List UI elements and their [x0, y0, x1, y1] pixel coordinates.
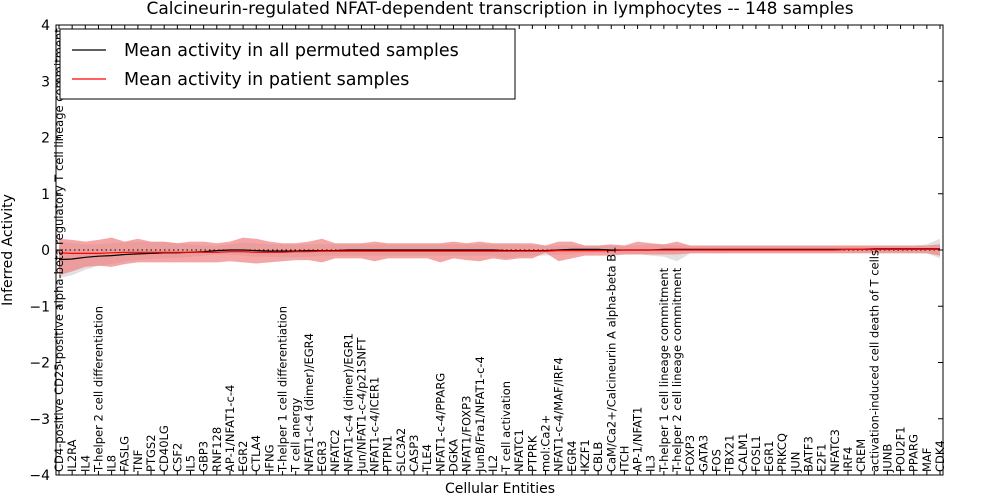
entity-label: CD4-positive CD25-positive alpha-beta re… [52, 28, 66, 472]
entity-label: TLE4 [420, 444, 434, 473]
entity-label: IL5 [184, 455, 198, 472]
entity-label: CD40LG [157, 425, 171, 472]
legend-label-patient: Mean activity in patient samples [124, 70, 409, 90]
entity-label: NFAT1-c-4 (dimer)/EGR1 [341, 333, 355, 472]
entity-label: CALM1 [736, 432, 750, 472]
entity-label: NFAT1/FOXP3 [460, 396, 474, 472]
entity-label: PPARG [907, 434, 921, 472]
entity-label: GBP3 [197, 441, 211, 472]
entity-label: IL2RA [65, 439, 79, 472]
y-tick-label: 1 [41, 187, 50, 203]
entity-label: GATA3 [696, 435, 710, 472]
patient-mean-line [58, 248, 940, 254]
entity-label: MAF [920, 448, 934, 472]
y-tick-label: −4 [29, 468, 50, 484]
entity-label: CBLB [591, 442, 605, 472]
entity-label: T cell anergy [289, 398, 303, 473]
entity-label: NFATC3 [828, 429, 842, 472]
entity-label: IFNG [262, 444, 276, 472]
entity-label: CASP3 [407, 435, 421, 472]
entity-label: EGR2 [236, 441, 250, 472]
entity-label: EGR1 [762, 441, 776, 473]
entity-label: PTPRK [525, 435, 539, 472]
y-tick-label: 3 [41, 74, 50, 90]
series-lines [58, 248, 940, 261]
entity-label: activation-induced cell death of T cells [867, 250, 881, 472]
entity-label: E2F1 [815, 444, 829, 473]
entity-label: PTPN1 [381, 435, 395, 472]
entity-label: POU2F1 [894, 426, 908, 472]
entity-label: T-helper 2 cell lineage commitment [670, 267, 684, 473]
y-tick-label: −2 [29, 356, 50, 372]
entity-label: FASLG [118, 436, 132, 472]
entity-label: CREM [854, 439, 868, 472]
entity-label: CaM/Ca2+/Calcineurin A alpha-beta B1 [604, 247, 618, 472]
entity-label: NFATC1 [512, 429, 526, 472]
entity-label: NFAT1-c-4/ICER1 [368, 377, 382, 472]
y-tick-label: 0 [41, 243, 50, 259]
entity-label: mol:Ca2+ [539, 415, 553, 472]
entity-label: IL2 [486, 455, 500, 472]
y-tick-label: 4 [41, 18, 50, 34]
entity-label: EGR4 [565, 440, 579, 472]
entity-label: T cell activation [499, 381, 513, 473]
entity-label: PRKCQ [775, 433, 789, 472]
entity-label: T-helper 1 cell lineage commitment [657, 267, 671, 473]
entity-label: NFAT1-c-4 (dimer)/EGR4 [302, 333, 316, 472]
entity-label: FOSL1 [749, 435, 763, 472]
entity-label: CDK4 [933, 440, 947, 472]
entity-label: NFATC2 [328, 429, 342, 472]
entity-label: Jun/NFAT1-c-4/p21SNFT [354, 337, 368, 473]
entity-label: T-helper 2 cell differentiation [91, 306, 105, 473]
entity-label: IL8 [105, 455, 119, 472]
patient-band [59, 237, 940, 276]
chart-title: Calcineurin-regulated NFAT-dependent tra… [146, 0, 853, 19]
entity-label: CSF2 [170, 443, 184, 472]
entity-label: T-helper 1 cell differentiation [276, 306, 290, 473]
entity-label: NFAT1-c-4/MAF/IRF4 [552, 357, 566, 472]
entity-label: FOXP3 [683, 435, 697, 472]
entity-label: IL3 [644, 455, 658, 472]
entity-label: TNF [131, 450, 145, 473]
entity-label: AP-1/NFAT1-c-4 [223, 385, 237, 472]
y-axis-ticks: −4 −3 −2 −1 0 1 2 3 4 [29, 18, 943, 484]
entity-label: FOS [710, 449, 724, 472]
entity-label: IKZF1 [578, 439, 592, 472]
entity-label: JUNB [880, 444, 894, 473]
entity-label: ITCH [617, 446, 631, 472]
entity-label: NFAT1-c-4/PPARG [433, 373, 447, 472]
entity-label: TBX21 [723, 435, 737, 473]
entity-label: JunB/Fra1/NFAT1-c-4 [473, 356, 487, 473]
entity-label: JUN [788, 452, 802, 473]
confidence-bands [59, 237, 940, 279]
x-axis-label: Cellular Entities [445, 481, 555, 497]
entity-label: RNF128 [210, 427, 224, 472]
y-axis-label: Inferred Activity [0, 194, 16, 306]
entity-label: IRF4 [841, 447, 855, 472]
entity-labels: CD4-positive CD25-positive alpha-beta re… [52, 28, 947, 473]
y-tick-label: −1 [29, 299, 50, 315]
x-axis-ticks [58, 25, 941, 475]
legend-label-permuted: Mean activity in all permuted samples [124, 41, 459, 61]
entity-label: CTLA4 [249, 435, 263, 472]
entity-label: DGKA [447, 439, 461, 472]
y-tick-label: −3 [29, 412, 50, 428]
entity-label: PTGS2 [144, 434, 158, 472]
entity-label: BATF3 [802, 436, 816, 472]
y-tick-label: 2 [41, 131, 50, 147]
entity-label: EGR3 [315, 441, 329, 473]
legend: Mean activity in all permuted samples Me… [59, 28, 516, 100]
legend-box [59, 28, 516, 100]
entity-label: AP-1/NFAT1 [631, 407, 645, 472]
entity-label: IL4 [78, 455, 92, 472]
entity-label: SLC3A2 [394, 428, 408, 472]
